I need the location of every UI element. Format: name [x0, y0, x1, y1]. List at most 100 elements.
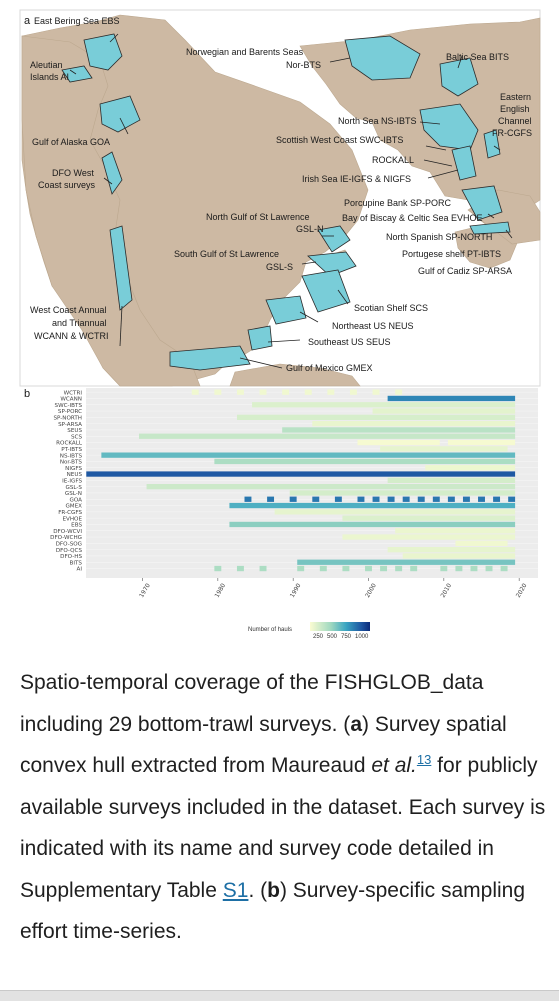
map-label: GSL-S	[266, 262, 293, 272]
hull-AI	[61, 65, 93, 83]
heatmap-cell-AI	[485, 565, 493, 572]
hull-SCS	[301, 269, 351, 313]
heatmap-cell-GOA	[387, 496, 395, 502]
heatmap-cell-NS-IBTS	[101, 452, 516, 458]
survey-label: DFO-SOG	[56, 542, 82, 548]
map-label: ROCKALL	[372, 155, 414, 165]
heatmap-cell-WCTRI	[327, 389, 335, 395]
heatmap-cell-GSL-N	[289, 490, 516, 496]
heatmap-cell-AI	[500, 565, 508, 572]
heatmap-cell-DFO-WCVI	[395, 528, 516, 534]
map-label: Southeast US SEUS	[308, 337, 391, 347]
map-label: North Sea NS-IBTS	[338, 116, 417, 126]
hull-EBS	[83, 33, 123, 71]
heatmap-cell-EVHOE	[342, 515, 516, 521]
survey-label: ROCKALL	[56, 441, 83, 447]
survey-label: IE-IGFS	[62, 479, 82, 485]
x-tick-label: 2010	[440, 582, 454, 599]
heatmap-cell-WCANN	[387, 395, 516, 402]
map-label: Aleutian	[30, 60, 63, 70]
panel-a-tag: a	[24, 15, 31, 27]
map-label: Norwegian and Barents Seas	[186, 47, 304, 57]
heatmap-cell-WCTRI	[214, 389, 222, 395]
survey-label: DFO-WCVI	[53, 529, 82, 535]
heatmap-cell-ROCKALL	[357, 439, 440, 446]
citation-link[interactable]: 13	[416, 752, 432, 767]
survey-label: GSL-N	[65, 491, 82, 497]
heatmap-cell-AI	[470, 565, 478, 572]
heatmap-cell-DFO-SOG	[455, 540, 508, 546]
heatmap-cell-AI	[214, 565, 222, 572]
heatmap-cell-NIGFS	[425, 465, 516, 471]
heatmap-cell-WCTRI	[304, 389, 312, 395]
map-label: Eastern	[500, 92, 531, 102]
legend-tick: 250	[313, 634, 324, 640]
figure-caption: Spatio-temporal coverage of the FISHGLOB…	[20, 662, 548, 953]
survey-label: SP-ARSA	[58, 422, 82, 428]
map-labels: a East Bering Sea EBS Aleutian Islands A…	[24, 15, 532, 373]
legend-tick: 500	[327, 634, 338, 640]
heatmap-cell-GOA	[432, 496, 440, 502]
page-bottom-bar	[0, 990, 559, 1001]
map-label: DFO West	[52, 168, 94, 178]
heatmap-cell-WCTRI	[259, 389, 267, 395]
survey-label: DFO-QCS	[56, 548, 83, 554]
heatmap-cell-SWC-IBTS	[252, 402, 516, 408]
map-label: Portugese shelf PT-IBTS	[402, 249, 501, 259]
heatmap-cell-SEUS	[282, 427, 516, 433]
heatmap-cell-GOA	[417, 496, 425, 502]
heatmap-cell-GOA	[267, 496, 275, 502]
heatmap-cell-SP-ARSA	[312, 421, 516, 427]
caption-text: ) Survey spatial convex hull extracted f…	[20, 712, 507, 778]
survey-label: WCANN	[60, 397, 82, 403]
caption-panel-a-ref: a	[350, 712, 362, 736]
heatmap-cell-GMEX	[229, 502, 516, 509]
heatmap-cell-WCTRI	[372, 389, 380, 395]
heatmap-cell-GOA	[357, 496, 365, 502]
heatmap-cell-WCTRI	[282, 389, 290, 395]
hull-NorBTS	[344, 35, 421, 81]
heatmap-cell-AI	[455, 565, 463, 572]
heatmap-legend: Number of hauls 250 500 750 1000	[248, 622, 370, 640]
caption-et-al: et al.	[371, 754, 417, 777]
survey-label: WCTRI	[64, 390, 83, 396]
heatmap-cell-EBS	[229, 521, 516, 528]
survey-label: NEUS	[67, 472, 83, 478]
heatmap-cell-AI	[440, 565, 448, 572]
heatmap-cell-GOA	[244, 496, 252, 502]
x-tick-label: 1990	[289, 582, 303, 599]
heatmap-cell-GOA	[508, 496, 516, 502]
heatmap-cell-AI	[319, 565, 327, 572]
map-label: Gulf of Alaska GOA	[32, 137, 110, 147]
survey-label: Nor-BTS	[60, 460, 83, 466]
survey-label: GSL-S	[66, 485, 83, 491]
year-axis: 1970 1980 1990 2000 2010 2020	[138, 578, 529, 599]
heatmap-panel: b WCTRIWCANNSWC-IBTSSP-PORCSP-NORTHSP-AR…	[24, 388, 538, 640]
map-label: South Gulf of St Lawrence	[174, 249, 279, 259]
heatmap-cell-GOA	[493, 496, 501, 502]
heatmap-cell-WCTRI	[191, 389, 199, 395]
map-title: East Bering Sea EBS	[34, 16, 120, 26]
map-label: Islands AI	[30, 72, 69, 82]
heatmap-cell-DFO-WCHG	[342, 534, 516, 540]
survey-label: DFO-WCHG	[50, 535, 82, 541]
map-label: Irish Sea IE-IGFS & NIGFS	[302, 174, 411, 184]
caption-text: Spatio-temporal coverage of the FISHGLOB…	[20, 671, 484, 736]
heatmap-cell-Nor-BTS	[214, 458, 516, 465]
hull-WC	[109, 225, 133, 311]
map-label: GSL-N	[296, 224, 324, 234]
map-label: Scotian Shelf SCS	[354, 303, 428, 313]
legend-title: Number of hauls	[248, 627, 292, 633]
survey-label: FR-CGFS	[58, 510, 82, 516]
map-label: Scottish West Coast SWC-IBTS	[276, 135, 403, 145]
map-label: West Coast Annual	[30, 305, 106, 315]
hull-GSLS	[307, 251, 357, 277]
heatmap-cell-AI	[395, 565, 403, 572]
map-label: Coast surveys	[38, 180, 96, 190]
survey-label: EBS	[71, 523, 82, 529]
heatmap-cell-AI	[297, 565, 305, 572]
supplementary-table-link[interactable]: S1	[222, 878, 249, 902]
map-label: and Triannual	[52, 318, 107, 328]
legend-tick: 1000	[355, 634, 369, 640]
heatmap-cell-AI	[410, 565, 418, 572]
